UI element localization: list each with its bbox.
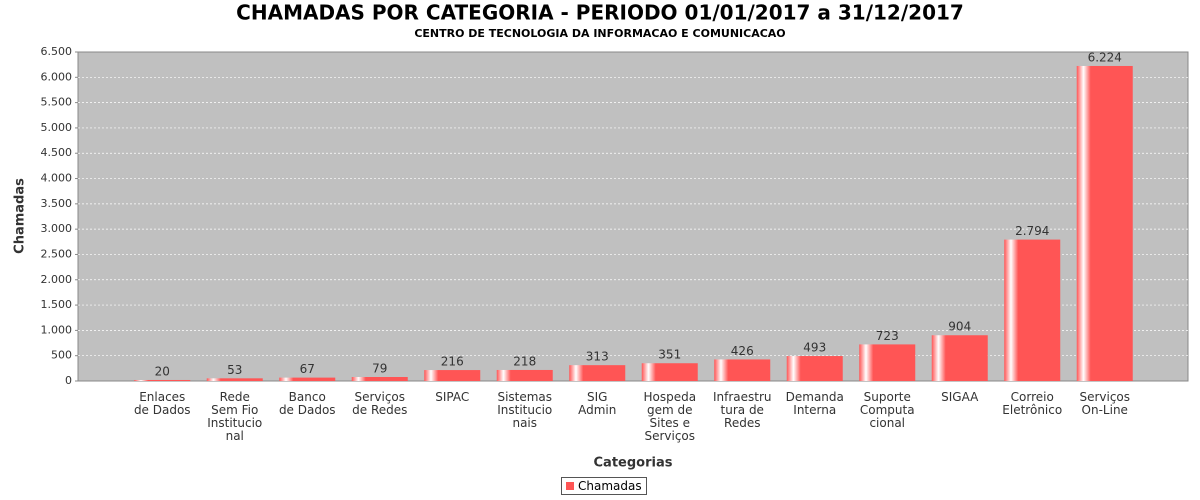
bar (496, 369, 553, 381)
bar (424, 370, 481, 381)
legend: Chamadas (561, 477, 647, 495)
y-tick-label: 4.500 (41, 146, 73, 159)
y-tick-label: 2.500 (41, 247, 73, 260)
x-tick-label: Serviços de Redes (352, 390, 408, 417)
y-tick-label: 0 (65, 374, 72, 387)
y-tick-label: 500 (51, 349, 72, 362)
y-tick-label: 5.500 (41, 96, 73, 109)
chart-subtitle: CENTRO DE TECNOLOGIA DA INFORMACAO E COM… (414, 27, 785, 40)
data-label: 6.224 (1088, 50, 1122, 64)
bar (279, 377, 336, 381)
bar (931, 335, 988, 381)
x-tick-label: SIGAA (941, 390, 979, 404)
y-tick-label: 6.500 (41, 45, 73, 58)
x-tick-label: Correio Eletrônico (1002, 390, 1063, 417)
legend-label: Chamadas (578, 479, 642, 493)
x-tick-label: Suporte Computa cional (859, 390, 915, 430)
y-tick-label: 1.000 (41, 323, 73, 336)
data-label: 493 (803, 341, 826, 355)
y-tick-label: 6.000 (41, 70, 73, 83)
x-tick-label: Serviços On-Line (1079, 390, 1131, 417)
y-tick-label: 3.000 (41, 222, 73, 235)
bar (859, 344, 916, 381)
x-tick-label: Rede Sem Fio Institucio nal (207, 390, 263, 443)
x-tick-label: Sistemas Institucio nais (497, 390, 553, 430)
data-label: 2.794 (1015, 224, 1049, 238)
x-tick-label: Hospeda gem de Sites e Serviços (643, 390, 697, 443)
y-tick-label: 5.000 (41, 121, 73, 134)
x-tick-label: Demanda Interna (785, 390, 844, 417)
x-axis-title: Categorias (594, 456, 673, 471)
bar (569, 365, 626, 381)
bar (351, 377, 408, 381)
y-tick-label: 1.500 (41, 298, 73, 311)
x-tick-label: Infraestru tura de Redes (712, 390, 772, 430)
data-label: 426 (731, 344, 754, 358)
bar (641, 363, 698, 381)
y-tick-label: 3.500 (41, 197, 73, 210)
plot-area (77, 51, 1189, 382)
x-tick-label: SIPAC (435, 390, 470, 404)
bar (1004, 239, 1061, 381)
data-label: 723 (876, 329, 899, 343)
x-tick-label: Banco de Dados (278, 390, 336, 417)
chart-title: CHAMADAS POR CATEGORIA - PERIODO 01/01/2… (236, 1, 964, 25)
data-label: 79 (372, 362, 387, 376)
bar (134, 379, 191, 381)
data-label: 67 (300, 362, 315, 376)
data-label: 216 (441, 355, 464, 369)
data-label: 53 (227, 363, 242, 377)
legend-swatch (566, 482, 574, 490)
x-tick-label: Enlaces de Dados (133, 390, 191, 417)
bar (1076, 65, 1133, 381)
x-tick-label: SIG Admin (578, 390, 617, 417)
y-tick-label: 2.000 (41, 273, 73, 286)
bar (206, 378, 263, 381)
bar (714, 359, 771, 381)
bar (786, 356, 843, 381)
data-label: 313 (586, 350, 609, 364)
data-label: 20 (155, 364, 170, 378)
data-label: 351 (658, 348, 681, 362)
data-label: 904 (948, 320, 971, 334)
data-label: 218 (513, 354, 536, 368)
y-axis-title: Chamadas (13, 178, 28, 254)
y-tick-label: 4.000 (41, 172, 73, 185)
